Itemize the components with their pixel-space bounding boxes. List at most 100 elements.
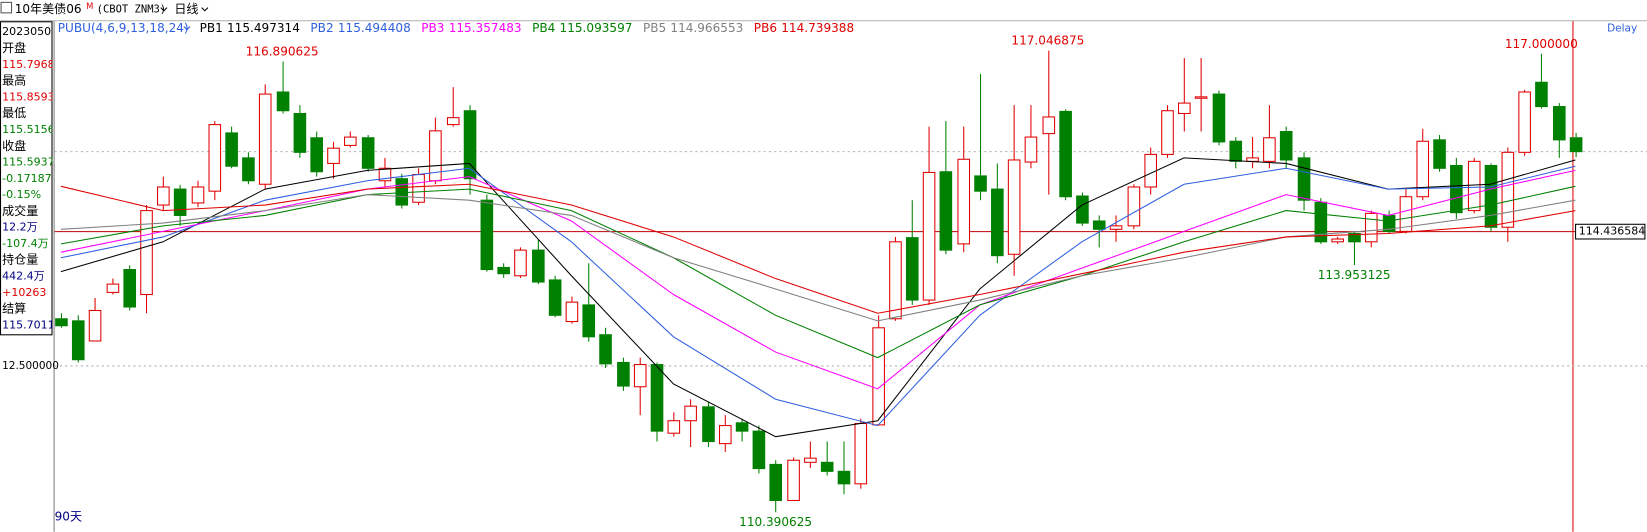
candle-body [225, 132, 238, 167]
panel-value: +10263 [2, 286, 46, 299]
candle-body [1552, 106, 1566, 141]
price-annotation: 116.890625 [246, 44, 319, 58]
indicator-line [60, 157, 1576, 438]
candle-body [242, 157, 255, 182]
candle-body [787, 459, 800, 502]
indicator-line [60, 185, 1576, 359]
panel-value: 12.2万 [2, 221, 38, 234]
candle-body [1194, 96, 1208, 99]
panel-label: 最低 [2, 106, 26, 120]
candle-body [1212, 93, 1226, 143]
candle-body [1076, 195, 1089, 224]
candle-body [957, 158, 971, 245]
candle-body [463, 110, 477, 180]
legend-name: PB3 [421, 21, 444, 35]
delay-label: Delay [1607, 23, 1637, 35]
candle-body [1433, 139, 1446, 169]
candle-body [395, 178, 409, 206]
candle-body [991, 188, 1004, 257]
candle-body [208, 124, 222, 192]
price-annotation: 117.000000 [1505, 37, 1578, 51]
candle-body [71, 320, 85, 361]
candle-body [1144, 153, 1157, 188]
panel-label: 收盘 [2, 138, 26, 153]
candle-body [1263, 137, 1276, 162]
header-symbol: (CBOT ZNM3) [97, 4, 167, 16]
symbol-dropdown[interactable] [160, 7, 168, 12]
panel-value: 115.7011 [2, 318, 55, 331]
candle-body [1042, 116, 1056, 135]
legend-value: 115.494408 [338, 21, 411, 35]
panel-value: 115.8593 [2, 90, 55, 103]
candle-body [173, 188, 187, 216]
legend-name: PB4 [532, 21, 555, 35]
candle-body [1161, 110, 1174, 155]
candle-body [854, 422, 868, 485]
header-title[interactable]: 10年美债06 [15, 2, 82, 16]
candle-body [1246, 157, 1259, 162]
legend-value: 115.497314 [227, 21, 300, 35]
panel-date: 20230508 [2, 25, 58, 38]
candle-body [872, 327, 885, 426]
candle-body [633, 364, 647, 388]
panel-value: -0.17187 [2, 172, 52, 185]
candle-body [1059, 110, 1072, 198]
candle-body [1229, 140, 1243, 162]
legend-name: PB6 [754, 21, 777, 35]
candle-body [1279, 131, 1293, 161]
menu-icon[interactable] [0, 1, 13, 14]
candle-body [1007, 159, 1021, 255]
candle-body [565, 301, 579, 323]
last-price-box [1575, 223, 1646, 240]
indicator-name[interactable]: PUBU(4,6,9,13,18,24) [58, 21, 189, 35]
candle-body [191, 186, 205, 204]
candle-body [1467, 160, 1481, 212]
indicator-line [60, 165, 1576, 427]
candle-body [1569, 137, 1583, 153]
candle-body [837, 470, 851, 485]
panel-value: 442.4万 [2, 270, 45, 283]
candle-body [1348, 232, 1361, 243]
candle-body [769, 463, 783, 502]
price-annotation: 117.046875 [1011, 34, 1084, 48]
candle-body [939, 171, 953, 251]
indicator-line [60, 194, 1576, 322]
candle-body [1501, 151, 1515, 228]
panel-label: 结算 [2, 301, 26, 316]
panel-label: 最高 [2, 73, 26, 88]
candle-body [804, 457, 817, 463]
panel-label: 成交量 [2, 203, 38, 218]
info-panel-frame [0, 21, 53, 336]
candle-body [1109, 225, 1123, 230]
candle-body [1331, 238, 1344, 243]
candle-body [480, 199, 494, 271]
price-annotation: 113.953125 [1318, 268, 1391, 282]
candle-body [497, 266, 510, 275]
panel-label: 持仓量 [2, 252, 38, 267]
candle-body [752, 430, 766, 470]
candle-body [820, 461, 834, 472]
candle-body [293, 112, 307, 153]
candle-body [1024, 136, 1038, 163]
header-period[interactable]: 日线 [174, 2, 198, 16]
panel-value: 115.5937 [2, 156, 55, 169]
candle-body [378, 167, 392, 182]
legend-name: PB5 [643, 21, 666, 35]
candle-body [684, 405, 697, 422]
candle-body [1314, 201, 1328, 243]
info-panel: 20230508 开盘 115.7968 最高 115.8593 最低 115.5156 收… [2, 25, 58, 332]
y-tick-label: 12.500000 [2, 360, 59, 372]
candle-body [1092, 220, 1106, 230]
legend-value: 115.093597 [560, 21, 633, 35]
period-dropdown[interactable] [201, 7, 209, 12]
candle-body [1484, 164, 1498, 228]
indicator-dropdown[interactable] [183, 26, 191, 31]
candle-body [667, 420, 681, 434]
panel-value: -0.15% [2, 188, 41, 201]
candle-body [514, 249, 527, 277]
candle-body [650, 364, 664, 432]
candle-body [106, 283, 120, 293]
candle-body [310, 137, 323, 173]
